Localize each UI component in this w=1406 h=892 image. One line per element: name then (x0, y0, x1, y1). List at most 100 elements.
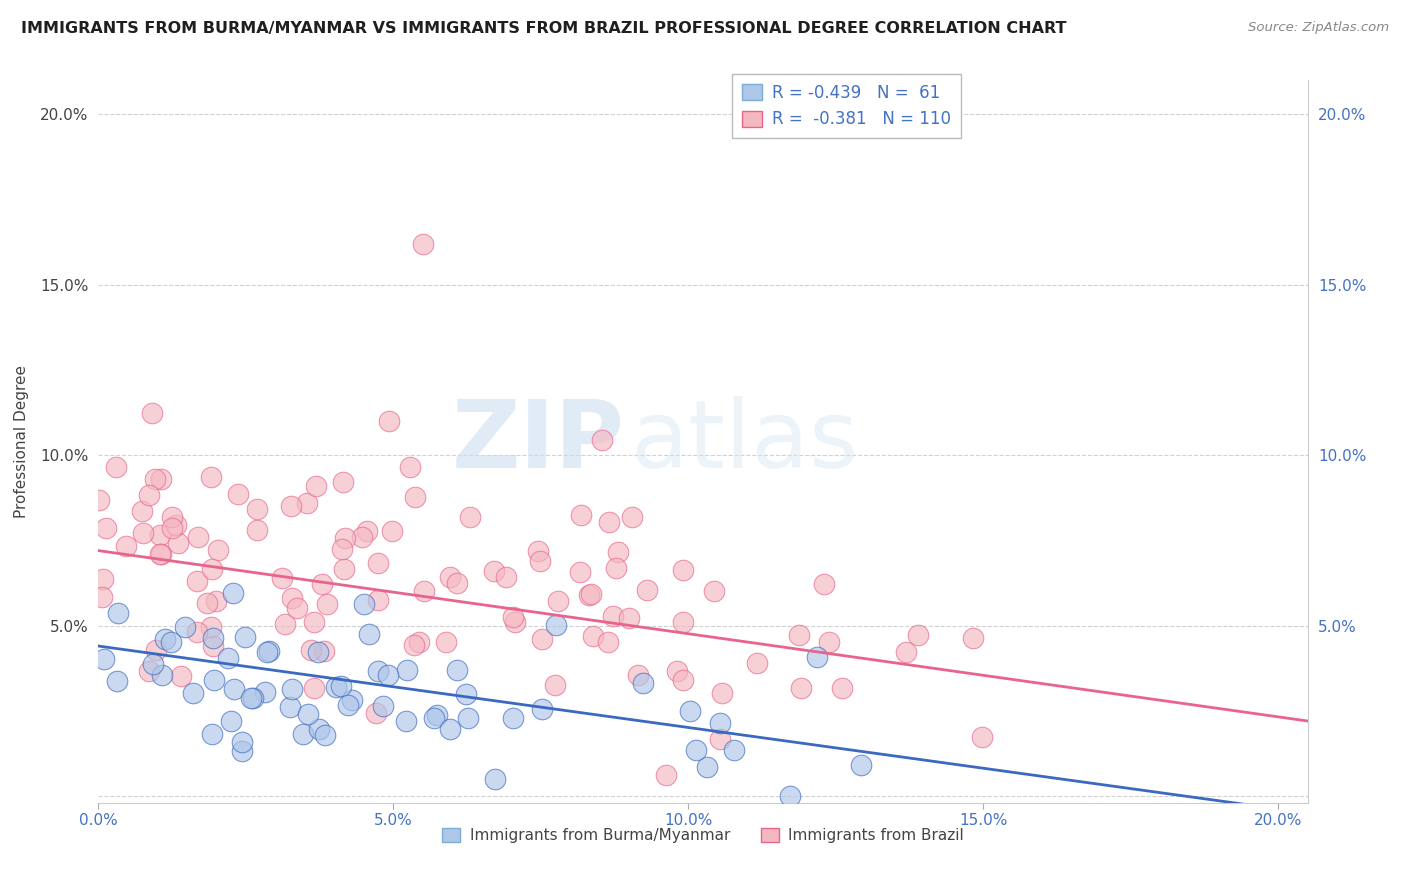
Point (907, 627, 929, 641)
Point (495, 569, 517, 583)
Point (235, 631, 257, 645)
Point (526, 543, 548, 558)
Point (186, 624, 208, 639)
Point (685, 743, 707, 757)
Point (91, 573, 114, 587)
Point (201, 727, 224, 741)
Point (307, 645, 329, 659)
Point (671, 673, 693, 688)
Point (219, 714, 242, 728)
Point (333, 531, 356, 545)
Point (231, 734, 253, 748)
Point (253, 684, 276, 698)
Point (302, 681, 325, 695)
Point (970, 730, 993, 744)
Point (330, 541, 353, 556)
Point (201, 562, 224, 576)
Point (297, 706, 319, 721)
Point (332, 475, 354, 490)
Point (412, 236, 434, 251)
Point (93, 652, 115, 666)
Point (312, 644, 335, 658)
Point (340, 693, 363, 707)
Point (150, 668, 173, 682)
Point (90, 590, 112, 604)
Point (356, 524, 378, 538)
Point (204, 594, 226, 608)
Point (531, 632, 554, 647)
Point (181, 686, 204, 700)
Point (195, 596, 218, 610)
Point (710, 686, 733, 700)
Point (115, 539, 138, 553)
Point (894, 645, 917, 659)
Point (302, 615, 325, 629)
Point (202, 673, 225, 687)
Point (257, 644, 280, 658)
Point (484, 564, 506, 578)
Point (285, 601, 308, 615)
Text: atlas: atlas (630, 395, 859, 488)
Point (408, 635, 430, 649)
Point (138, 664, 160, 678)
Point (132, 526, 155, 541)
Point (789, 627, 811, 641)
Point (311, 577, 333, 591)
Point (446, 663, 468, 677)
Point (202, 632, 225, 646)
Point (281, 591, 304, 605)
Point (246, 501, 269, 516)
Y-axis label: Professional Degree: Professional Degree (14, 365, 30, 518)
Point (222, 682, 245, 697)
Point (606, 545, 628, 559)
Point (274, 616, 297, 631)
Point (150, 472, 173, 486)
Point (186, 574, 208, 588)
Point (231, 744, 253, 758)
Point (627, 668, 650, 682)
Point (602, 608, 624, 623)
Point (270, 571, 292, 585)
Point (395, 664, 418, 678)
Point (207, 542, 229, 557)
Point (105, 460, 128, 475)
Point (546, 618, 568, 632)
Point (242, 690, 264, 705)
Point (364, 706, 387, 720)
Point (571, 508, 593, 523)
Point (423, 711, 446, 725)
Point (141, 406, 163, 420)
Point (201, 639, 224, 653)
Point (579, 587, 602, 601)
Point (544, 678, 567, 692)
Point (703, 583, 725, 598)
Point (371, 698, 394, 713)
Text: ZIP: ZIP (451, 395, 624, 488)
Point (295, 496, 318, 510)
Point (167, 536, 190, 550)
Point (96, 521, 118, 535)
Point (709, 715, 731, 730)
Point (153, 632, 176, 647)
Point (149, 548, 172, 562)
Point (315, 597, 337, 611)
Point (502, 610, 524, 624)
Point (578, 588, 600, 602)
Point (353, 597, 375, 611)
Point (280, 500, 302, 514)
Point (352, 531, 374, 545)
Point (367, 593, 389, 607)
Point (143, 472, 166, 486)
Point (367, 665, 389, 679)
Point (672, 615, 695, 629)
Point (672, 563, 695, 577)
Legend: Immigrants from Burma/Myanmar, Immigrants from Brazil: Immigrants from Burma/Myanmar, Immigrant… (436, 822, 970, 849)
Point (598, 515, 620, 529)
Text: IMMIGRANTS FROM BURMA/MYANMAR VS IMMIGRANTS FROM BRAZIL PROFESSIONAL DEGREE CORR: IMMIGRANTS FROM BURMA/MYANMAR VS IMMIGRA… (21, 21, 1067, 36)
Point (367, 556, 389, 570)
Point (439, 722, 461, 736)
Point (381, 524, 404, 538)
Point (359, 627, 381, 641)
Point (696, 760, 718, 774)
Point (170, 669, 193, 683)
